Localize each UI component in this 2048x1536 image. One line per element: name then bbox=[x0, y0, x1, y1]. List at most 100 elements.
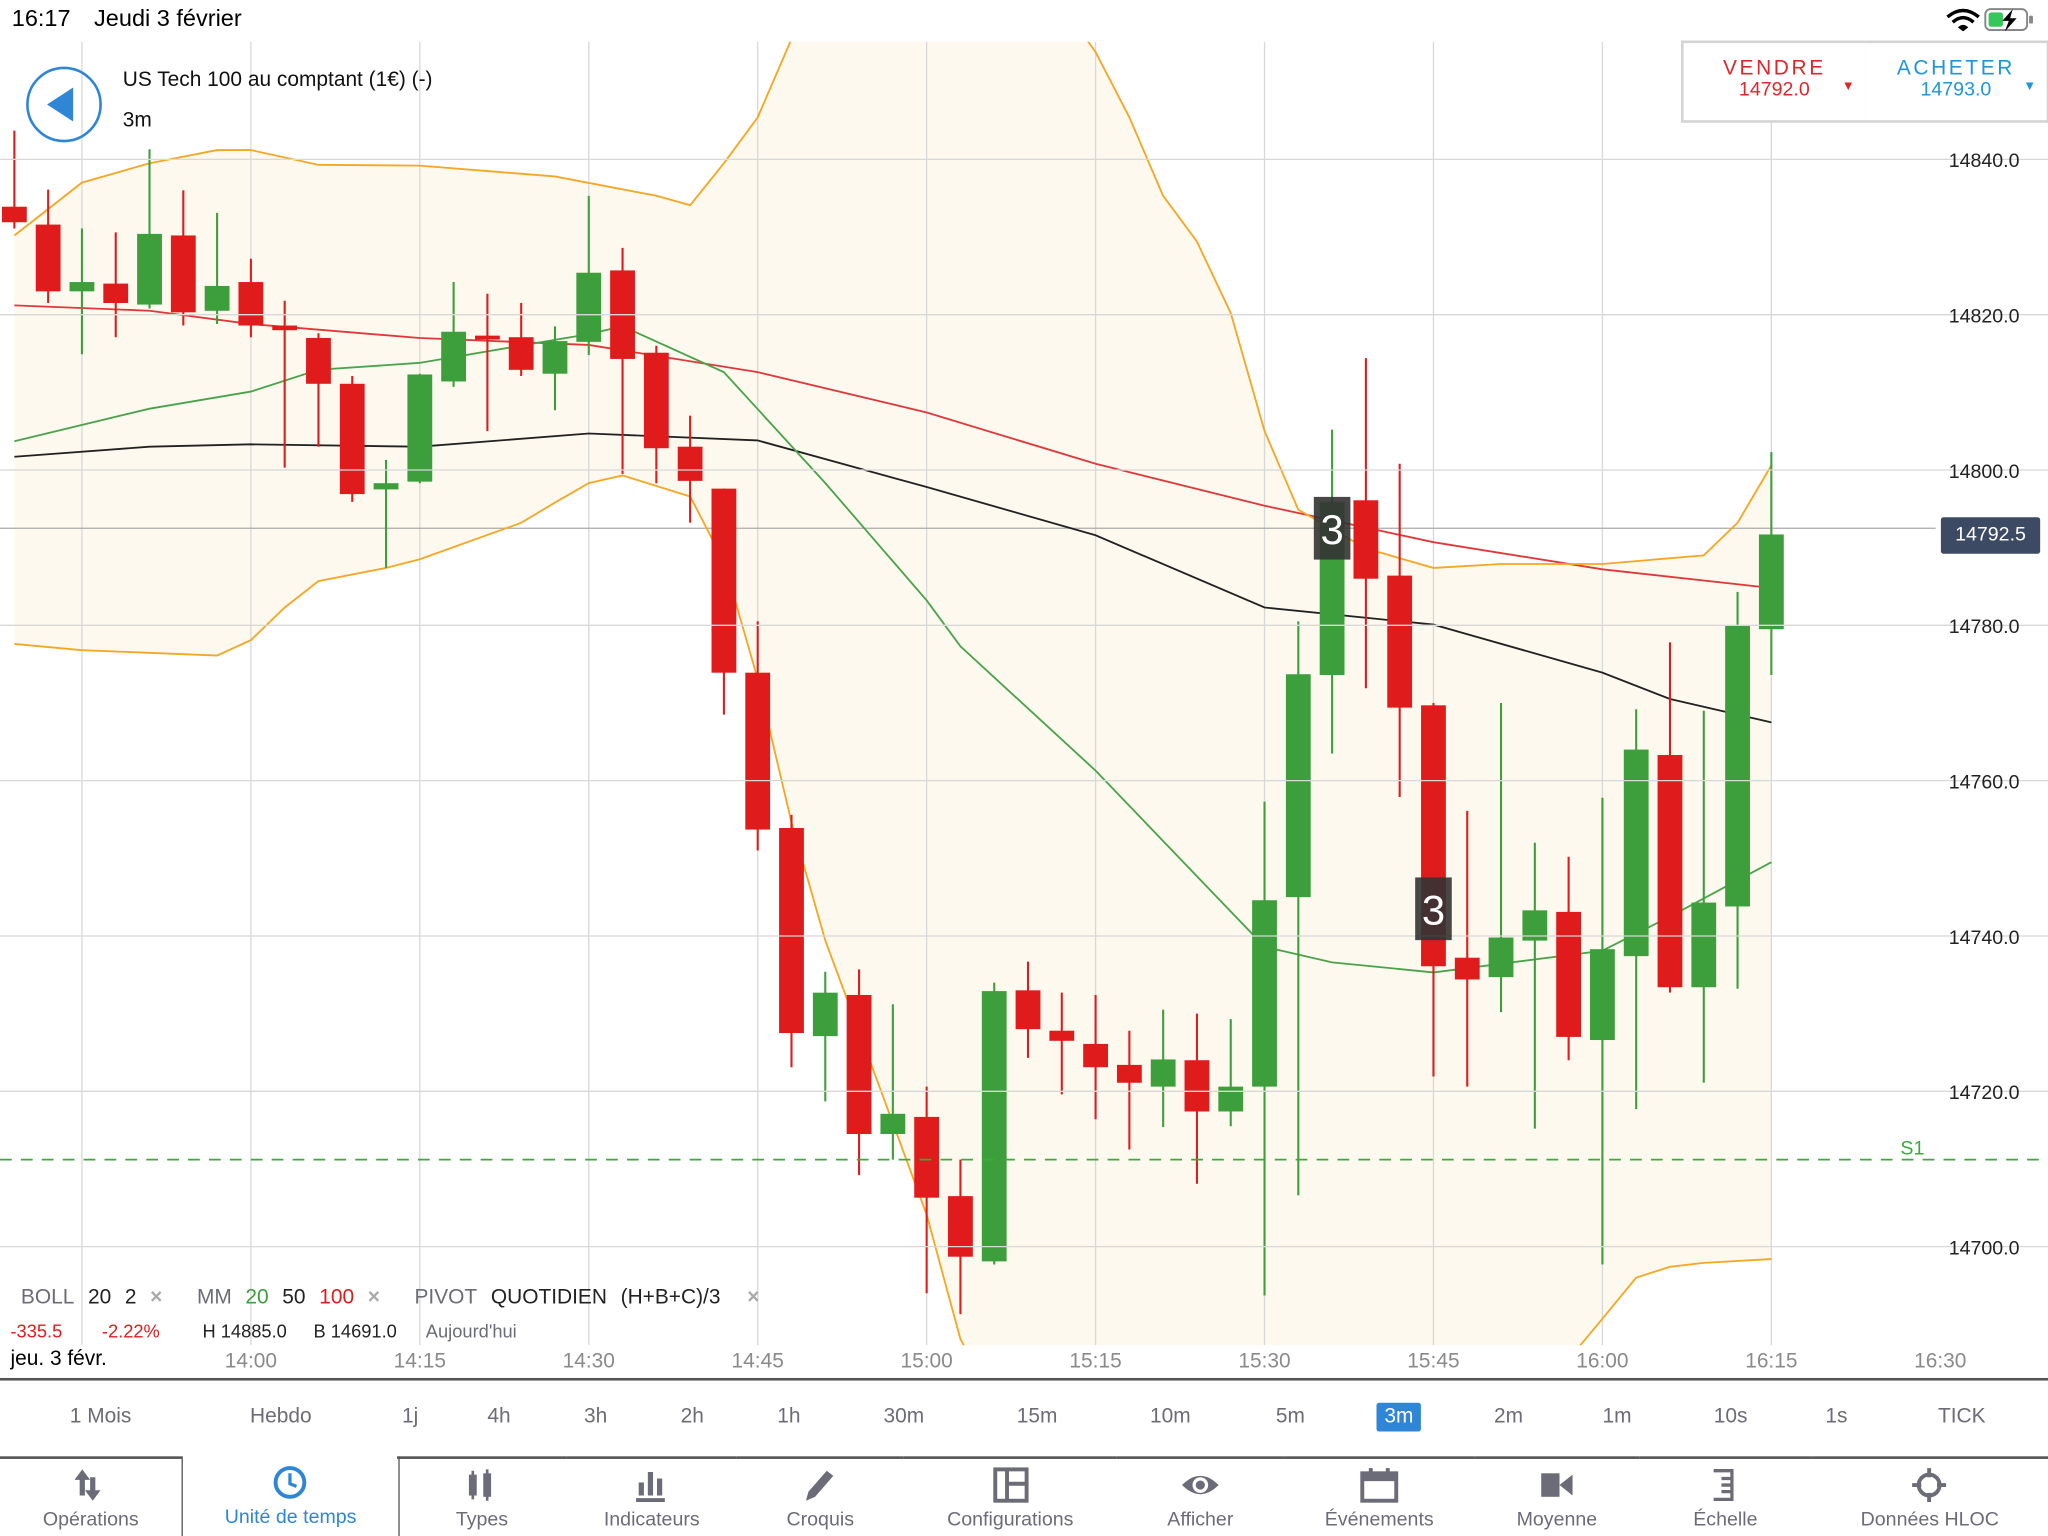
mm-100: 100 bbox=[319, 1286, 355, 1309]
mm-name[interactable]: MM bbox=[196, 1286, 232, 1309]
candle bbox=[441, 282, 467, 387]
timeframe-1s[interactable]: 1s bbox=[1825, 1405, 1848, 1428]
daily-change-pct: -2.22% bbox=[101, 1320, 160, 1342]
price-tick-label: 14740.0 bbox=[1949, 927, 2020, 949]
remove-boll-icon[interactable]: × bbox=[150, 1286, 163, 1309]
pivot-name[interactable]: PIVOT bbox=[414, 1286, 478, 1309]
candle bbox=[1353, 358, 1379, 689]
price-chart[interactable]: 14700.0 14720.0 14740.0 14760.0 14780.0 14800… bbox=[0, 0, 2048, 1346]
timeframe-1-mois[interactable]: 1 Mois bbox=[69, 1405, 132, 1428]
toolbar-indicateurs-button[interactable]: Indicateurs bbox=[566, 1456, 737, 1536]
toolbar-croquis-button[interactable]: Croquis bbox=[736, 1456, 904, 1536]
candle bbox=[846, 969, 872, 1176]
toolbar-moyenne-button[interactable]: Moyenne bbox=[1474, 1456, 1640, 1536]
candle-body bbox=[238, 282, 264, 326]
timeframe-3m[interactable]: 3m bbox=[1376, 1402, 1422, 1432]
calendar-icon bbox=[1360, 1468, 1399, 1503]
timeframe-tick[interactable]: TICK bbox=[1937, 1405, 1986, 1428]
candle-body bbox=[914, 1116, 940, 1198]
timeframe-1m[interactable]: 1m bbox=[1602, 1405, 1632, 1428]
timeframe-1h[interactable]: 1h bbox=[777, 1405, 801, 1428]
timeframe-1j[interactable]: 1j bbox=[401, 1405, 419, 1428]
back-arrow-icon bbox=[47, 87, 74, 122]
candle bbox=[373, 459, 399, 568]
toolbar-label: Moyenne bbox=[1516, 1508, 1598, 1531]
toolbar-label: Afficher bbox=[1167, 1508, 1234, 1531]
timeframe-10m[interactable]: 10m bbox=[1149, 1405, 1191, 1428]
timeframe-2m[interactable]: 2m bbox=[1494, 1405, 1524, 1428]
candle-body bbox=[1150, 1059, 1176, 1087]
toolbar-echelle-button[interactable]: Échelle bbox=[1639, 1456, 1812, 1536]
toolbar-afficher-button[interactable]: Afficher bbox=[1116, 1456, 1284, 1536]
scale-icon bbox=[1713, 1469, 1734, 1502]
timeframe-hebdo[interactable]: Hebdo bbox=[250, 1405, 312, 1428]
candle bbox=[1252, 801, 1277, 1296]
timeframe-selector: 1 Mois Hebdo 1j 4h 3h 2h 1h 30m 15m 10m 5m 3m 2m 1m 10… bbox=[0, 1381, 2048, 1457]
price-tick-label: 14820.0 bbox=[1949, 306, 2020, 328]
toolbar-label: Croquis bbox=[786, 1508, 854, 1531]
candle bbox=[779, 814, 804, 1068]
candle-body bbox=[1488, 937, 1514, 978]
event-marker-label: 3 bbox=[1422, 886, 1445, 933]
price-tick-label: 14780.0 bbox=[1949, 616, 2020, 638]
candle bbox=[1184, 1013, 1210, 1184]
candle-body bbox=[1454, 957, 1480, 980]
timeframe-2h[interactable]: 2h bbox=[680, 1405, 704, 1428]
candle bbox=[1488, 702, 1514, 1013]
crosshair-icon bbox=[1911, 1468, 1946, 1503]
candle bbox=[677, 415, 703, 523]
toolbar-operations-button[interactable]: Opérations bbox=[0, 1456, 182, 1536]
candle bbox=[1657, 642, 1683, 993]
bar-chart-icon bbox=[636, 1471, 665, 1503]
sell-button[interactable]: VENDRE 14792.0 ▼ bbox=[1680, 40, 1868, 123]
candle bbox=[745, 621, 771, 851]
candle-body bbox=[981, 991, 1007, 1262]
daily-change: -335.5 bbox=[10, 1320, 63, 1342]
toolbar-label: Opérations bbox=[42, 1508, 139, 1531]
candle bbox=[1387, 463, 1413, 797]
timeframe-15m[interactable]: 15m bbox=[1016, 1405, 1058, 1428]
candle bbox=[1725, 591, 1750, 989]
candle-body bbox=[35, 224, 61, 292]
candle bbox=[1, 130, 27, 229]
back-button[interactable] bbox=[26, 66, 102, 143]
candle-body bbox=[339, 383, 365, 495]
toolbar-configurations-button[interactable]: Configurations bbox=[903, 1456, 1117, 1536]
candle-body bbox=[880, 1113, 906, 1135]
boll-name[interactable]: BOLL bbox=[20, 1286, 75, 1309]
time-tick-label: 15:00 bbox=[900, 1350, 953, 1373]
candle-body bbox=[1353, 500, 1379, 579]
candle-body bbox=[1725, 625, 1750, 907]
candle bbox=[1556, 856, 1582, 1061]
timeframe-4h[interactable]: 4h bbox=[487, 1405, 511, 1428]
toolbar-types-button[interactable]: Types bbox=[397, 1456, 567, 1536]
remove-pivot-icon[interactable]: × bbox=[747, 1286, 760, 1309]
timeframe-5m[interactable]: 5m bbox=[1275, 1405, 1305, 1428]
candle bbox=[1623, 709, 1649, 1110]
toolbar-unite-de-temps-button[interactable]: Unité de temps bbox=[181, 1456, 400, 1536]
instrument-title: US Tech 100 au comptant (1€) (-) bbox=[122, 69, 433, 92]
toolbar-evenements-button[interactable]: Événements bbox=[1283, 1456, 1475, 1536]
candlestick-icon bbox=[468, 1469, 492, 1501]
remove-mm-icon[interactable]: × bbox=[367, 1286, 380, 1309]
price-tick-label: 14760.0 bbox=[1949, 771, 2020, 793]
time-tick-label: 14:30 bbox=[562, 1350, 615, 1373]
candle bbox=[272, 300, 298, 468]
boll-period: 20 bbox=[87, 1286, 112, 1309]
candle bbox=[1589, 797, 1615, 1265]
timeframe-30m[interactable]: 30m bbox=[883, 1405, 925, 1428]
camera-icon bbox=[1541, 1473, 1573, 1497]
toolbar-donnees-hloc-button[interactable]: Données HLOC bbox=[1811, 1456, 2048, 1536]
timeframe-10s[interactable]: 10s bbox=[1713, 1405, 1748, 1428]
candle bbox=[643, 345, 669, 484]
series-line-mm-50 bbox=[14, 432, 1772, 724]
candle bbox=[1116, 1030, 1142, 1150]
sell-dropdown-icon: ▼ bbox=[1841, 79, 1855, 95]
candle bbox=[1454, 810, 1480, 1087]
eye-icon bbox=[1182, 1475, 1219, 1495]
candle-body bbox=[1015, 990, 1041, 1030]
buy-button[interactable]: ACHETER 14793.0 ▼ bbox=[1865, 40, 2048, 123]
candle-body bbox=[745, 672, 771, 830]
toolbar-label: Données HLOC bbox=[1860, 1508, 1999, 1531]
timeframe-3h[interactable]: 3h bbox=[583, 1405, 608, 1428]
